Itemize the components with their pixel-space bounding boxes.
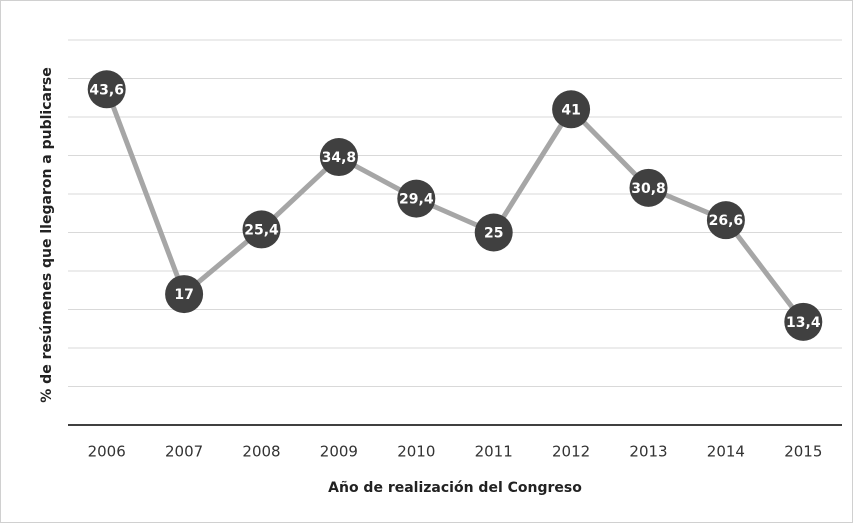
x-tick-label: 2009 [320, 443, 358, 461]
x-tick-label: 2015 [784, 443, 822, 461]
y-axis-label: % de resúmenes que llegaron a publicarse [39, 67, 55, 402]
data-label: 25 [484, 226, 503, 242]
data-label: 13,4 [786, 315, 821, 331]
marker [319, 138, 358, 177]
x-tick-label: 2006 [88, 443, 126, 461]
marker [242, 210, 281, 249]
x-tick-label: 2007 [165, 443, 203, 461]
data-label: 26,6 [709, 213, 744, 229]
data-label: 34,8 [322, 150, 357, 166]
data-label: 41 [561, 102, 580, 118]
marker [629, 168, 668, 207]
marker [397, 179, 436, 218]
data-label: 25,4 [244, 222, 279, 238]
x-tick-label: 2010 [397, 443, 435, 461]
data-label: 30,8 [631, 181, 666, 197]
x-axis-label: Año de realización del Congreso [328, 480, 582, 496]
marker [165, 275, 204, 314]
data-label: 17 [174, 287, 193, 303]
x-tick-label: 2012 [552, 443, 590, 461]
x-tick-label: 2008 [242, 443, 280, 461]
data-label: 29,4 [399, 192, 434, 208]
x-tick-label: 2014 [707, 443, 745, 461]
marker [706, 201, 745, 240]
line [104, 88, 806, 324]
x-tick-label: 2011 [475, 443, 513, 461]
marker [474, 213, 513, 252]
marker [552, 90, 591, 129]
marker [87, 70, 126, 109]
x-tick-label: 2013 [629, 443, 667, 461]
marker [784, 302, 823, 341]
data-label: 43,6 [89, 82, 124, 98]
